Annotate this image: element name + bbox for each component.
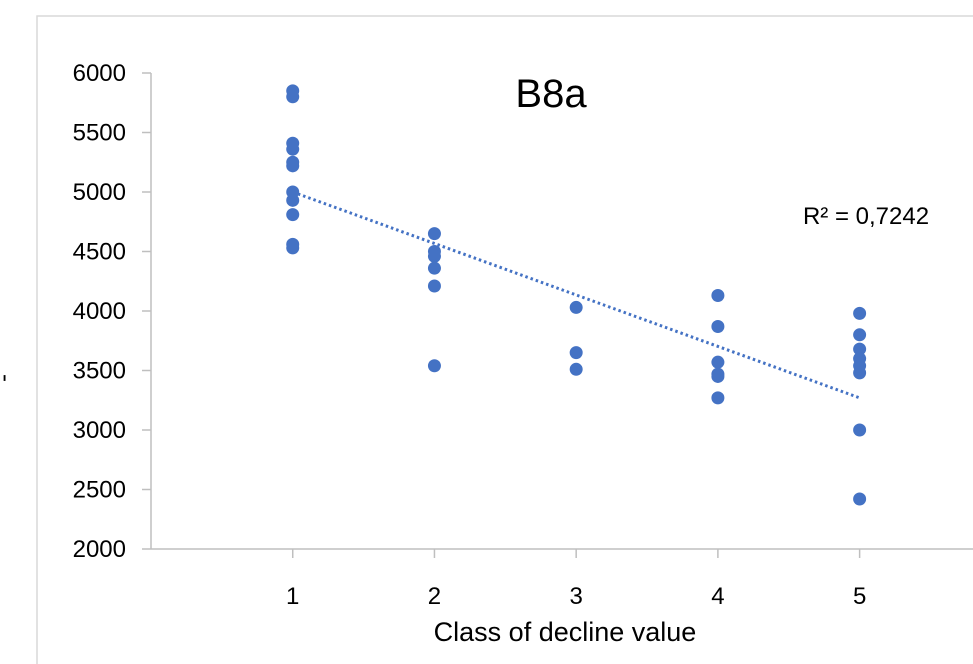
y-tick-label: 6000	[73, 60, 126, 87]
y-tick-label: 5000	[73, 179, 126, 206]
x-axis: 1 2 3 4 5	[151, 548, 973, 610]
data-point	[427, 279, 441, 293]
x-tick-label: 5	[853, 583, 866, 610]
data-point	[853, 306, 867, 320]
data-point	[853, 423, 867, 437]
data-point	[569, 300, 583, 314]
trendline	[292, 190, 861, 400]
data-point	[427, 249, 441, 263]
data-point	[853, 342, 867, 356]
data-points	[286, 84, 867, 506]
chart-title: B8a	[515, 72, 587, 116]
y-tick-label: 2000	[73, 536, 126, 563]
data-point	[853, 328, 867, 342]
y-tick-label: 2500	[73, 477, 126, 504]
data-point	[286, 159, 300, 173]
data-point	[569, 346, 583, 360]
y-tick-label: 4500	[73, 239, 126, 266]
data-point	[286, 142, 300, 156]
y-tick-label: 5500	[73, 120, 126, 147]
data-point	[286, 208, 300, 222]
data-point	[711, 355, 725, 369]
data-point	[853, 492, 867, 506]
left-edge-glyph: -	[0, 374, 17, 382]
data-point	[711, 319, 725, 333]
data-point	[427, 359, 441, 373]
x-tick-label: 1	[286, 583, 299, 610]
x-axis-title: Class of decline value	[434, 617, 697, 647]
x-tick-label: 3	[569, 583, 582, 610]
y-tick-label: 3000	[73, 417, 126, 444]
data-point	[711, 369, 725, 383]
x-tick-label: 2	[428, 583, 441, 610]
data-point	[711, 391, 725, 405]
y-axis: 2000 2500 3000 3500 4000 4500 5000 5500 6000	[73, 60, 152, 563]
data-point	[427, 261, 441, 275]
chart-frame	[36, 15, 973, 664]
r-squared-label: R² = 0,7242	[803, 203, 929, 230]
trendline-layer	[292, 190, 861, 400]
data-point	[286, 90, 300, 104]
data-point	[569, 362, 583, 376]
data-point	[711, 289, 725, 303]
data-point	[286, 193, 300, 207]
data-point	[286, 241, 300, 255]
x-tick-label: 4	[711, 583, 724, 610]
data-point	[853, 366, 867, 380]
y-tick-label: 4000	[73, 298, 126, 325]
y-tick-label: 3500	[73, 358, 126, 385]
data-point	[427, 227, 441, 241]
